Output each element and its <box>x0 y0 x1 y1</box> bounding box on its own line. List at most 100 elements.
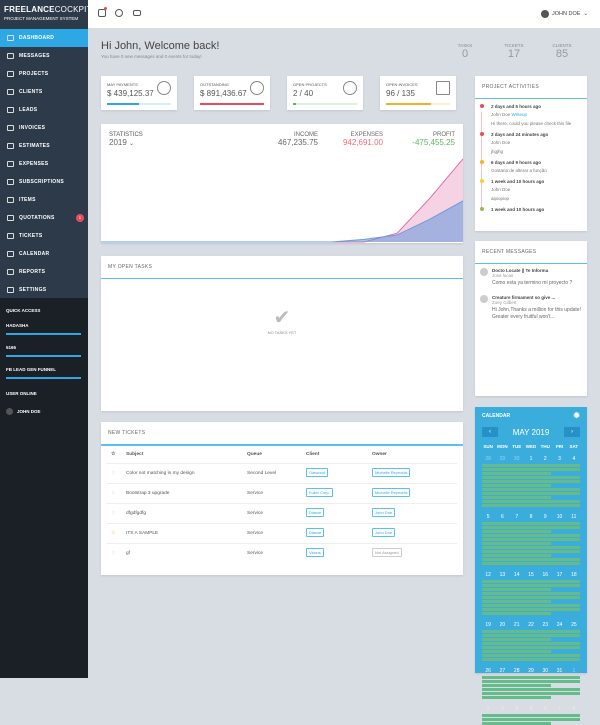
calendar-day[interactable]: 6 <box>501 514 504 520</box>
calendar-event[interactable] <box>482 714 580 717</box>
sidebar-item-tickets[interactable]: TICKETS <box>0 227 88 245</box>
calendar-event[interactable] <box>482 554 551 557</box>
calendar-day[interactable]: 19 <box>485 622 491 628</box>
calendar-day[interactable]: 8 <box>572 706 576 712</box>
ticket-client-tag[interactable]: Vksins <box>306 548 324 558</box>
calendar-event[interactable] <box>482 464 580 467</box>
calendar-day[interactable]: 6 <box>543 706 547 712</box>
clock-icon[interactable] <box>115 9 123 17</box>
inbox-icon[interactable] <box>133 10 141 16</box>
calendar-event[interactable] <box>482 542 551 545</box>
table-row[interactable]: ☆ Color not matching in my design Second L… <box>107 462 457 483</box>
calendar-event[interactable] <box>482 538 580 541</box>
col-queue[interactable]: Queue <box>247 451 262 457</box>
calendar-day[interactable]: 3 <box>501 706 504 712</box>
calendar-event[interactable] <box>482 496 551 499</box>
sidebar-item-quotations[interactable]: QUOTATIONS 1 <box>0 209 88 227</box>
calendar-day[interactable]: 28 <box>513 668 520 674</box>
sidebar-item-leads[interactable]: LEADS <box>0 101 88 119</box>
calendar-event[interactable] <box>482 604 580 607</box>
calendar-event[interactable] <box>482 580 580 583</box>
calendar-event[interactable] <box>482 692 580 695</box>
sidebar-item-calendar[interactable]: CALENDAR <box>0 245 88 263</box>
calendar-day[interactable]: 16 <box>542 572 549 578</box>
activity-project-link[interactable]: Writeup <box>511 112 527 117</box>
sidebar-item-items[interactable]: ITEMS <box>0 191 88 209</box>
calendar-event[interactable] <box>482 488 580 491</box>
calendar-event[interactable] <box>482 526 580 529</box>
calendar-event[interactable] <box>482 650 551 653</box>
calendar-day[interactable]: 25 <box>571 622 577 628</box>
ticket-client-tag[interactable]: Oatwood <box>306 468 329 477</box>
calendar-event[interactable] <box>482 638 551 641</box>
calendar-day[interactable]: 12 <box>485 572 491 578</box>
user-menu[interactable]: JOHN DOE ⌄ <box>540 10 588 18</box>
table-row[interactable]: ☆ gf Service Vksins Not Assigned <box>107 542 457 563</box>
calendar-day[interactable]: 1 <box>572 668 576 674</box>
sidebar-item-dashboard[interactable]: DASHBOARD <box>0 29 88 47</box>
calendar-event[interactable] <box>482 592 580 595</box>
calendar-day[interactable]: 28 <box>485 456 491 462</box>
calendar-day[interactable]: 5 <box>529 706 533 712</box>
ticket-owner-tag[interactable]: Michelle Reynolds <box>372 488 411 497</box>
year-select[interactable]: 2019 ⌄ <box>109 138 143 147</box>
calendar-event[interactable] <box>482 646 580 649</box>
calendar-event[interactable] <box>482 522 580 525</box>
calendar-day[interactable]: 14 <box>513 572 520 578</box>
calendar-day[interactable]: 7 <box>558 706 561 712</box>
kpi-card[interactable]: OPEN PROJECTS 2 / 40 <box>287 76 363 110</box>
table-row[interactable]: ☆ dfgdfgdfg Service Diasze John Doe <box>107 502 457 523</box>
calendar-day[interactable]: 29 <box>528 668 534 674</box>
calendar-day[interactable]: 4 <box>572 456 576 462</box>
calendar-event[interactable] <box>482 596 580 599</box>
star-icon[interactable]: ☆ <box>107 542 126 563</box>
calendar-event[interactable] <box>482 654 580 657</box>
calendar-event[interactable] <box>482 642 580 645</box>
calendar-event[interactable] <box>482 600 551 603</box>
kpi-card[interactable]: MAY PAYMENTS $ 439,125.37 <box>101 76 177 110</box>
calendar-event[interactable] <box>482 484 551 487</box>
calendar-day[interactable]: 2 <box>543 456 547 462</box>
ticket-owner-tag[interactable]: Michelle Reynolds <box>372 468 411 477</box>
calendar-day[interactable]: 5 <box>486 514 490 520</box>
calendar-day[interactable]: 11 <box>571 514 577 520</box>
quick-link[interactable]: HADASHA <box>6 323 82 335</box>
calendar-day[interactable]: 30 <box>542 668 549 674</box>
calendar-day[interactable]: 22 <box>528 622 534 628</box>
calendar-event[interactable] <box>482 562 580 565</box>
calendar-day[interactable]: 29 <box>499 456 506 462</box>
calendar-event[interactable] <box>482 684 551 687</box>
calendar-day[interactable]: 9 <box>543 514 547 520</box>
kpi-card[interactable]: OUTSTANDING $ 891,436.67 <box>194 76 270 110</box>
col-subject[interactable]: Subject <box>126 451 144 457</box>
quick-link[interactable]: 5165 <box>6 345 82 357</box>
calendar-event[interactable] <box>482 612 551 615</box>
gear-icon[interactable]: ✹ <box>573 411 580 420</box>
sidebar-item-projects[interactable]: PROJECTS <box>0 65 88 83</box>
next-month-button[interactable]: › <box>564 427 580 437</box>
calendar-day[interactable]: 13 <box>499 572 506 578</box>
calendar-day[interactable]: 8 <box>529 514 533 520</box>
message-item[interactable]: Docto Locate || Te Informa Jose lucas Como… <box>475 264 587 291</box>
star-icon[interactable]: ☆ <box>107 502 126 523</box>
message-item[interactable]: Creature firmament so give ... Zoey Gilbe… <box>475 291 587 325</box>
calendar-event[interactable] <box>482 680 580 683</box>
calendar-day[interactable]: 20 <box>499 622 506 628</box>
calendar-day[interactable]: 30 <box>513 456 520 462</box>
calendar-event[interactable] <box>482 530 551 533</box>
calendar-event[interactable] <box>482 634 580 637</box>
calendar-event[interactable] <box>482 550 580 553</box>
star-icon[interactable]: ☆ <box>107 522 126 543</box>
calendar-event[interactable] <box>482 546 580 549</box>
calendar-event[interactable] <box>482 558 580 561</box>
kpi-card[interactable]: OPEN INVOICES 96 / 135 <box>380 76 456 110</box>
calendar-day[interactable]: 18 <box>571 572 577 578</box>
col-owner[interactable]: Owner <box>372 451 387 457</box>
calendar-day[interactable]: 27 <box>499 668 506 674</box>
star-icon[interactable]: ☆ <box>107 462 126 483</box>
calendar-day[interactable]: 26 <box>485 668 491 674</box>
sidebar-item-settings[interactable]: SETTINGS <box>0 281 88 299</box>
calendar-event[interactable] <box>482 492 580 495</box>
calendar-event[interactable] <box>482 534 580 537</box>
prev-month-button[interactable]: ‹ <box>482 427 498 437</box>
